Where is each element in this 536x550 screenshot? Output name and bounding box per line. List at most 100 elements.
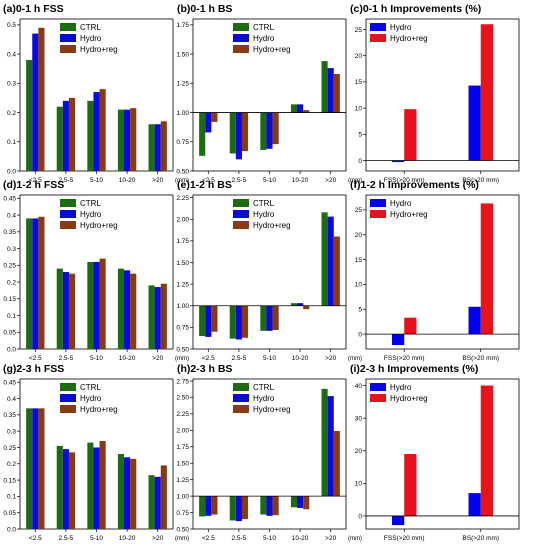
legend-swatch-hydro [233, 34, 249, 42]
y-tick-label: 2.75 [176, 378, 189, 385]
x-tick-label: BS(>20 mm) [462, 535, 499, 542]
panel-title: (f)1-2 h Improvements (%) [350, 179, 479, 191]
y-tick-label: 25 [355, 27, 363, 34]
legend-label: Hydro [390, 23, 412, 32]
bar-hydro-2 [266, 496, 273, 516]
bar-hydro-0 [32, 408, 39, 529]
legend-label: Hydro+reg [80, 405, 118, 414]
y-tick-label: 0.0 [7, 526, 16, 533]
bar-ctrl-3 [290, 303, 298, 306]
bar-hydro-1 [235, 112, 242, 160]
y-tick-label: 2.50 [176, 395, 189, 402]
bar-hydro-plus-reg-2 [99, 440, 106, 529]
y-tick-label: 1.25 [176, 477, 189, 484]
bar-hydro-plus-reg-0 [211, 305, 218, 332]
bar-hydro-3 [124, 457, 131, 529]
bar-hydro-0 [392, 334, 405, 346]
legend-swatch-ctrl [233, 199, 249, 207]
y-tick-label: 0.15 [3, 296, 16, 303]
bar-hydro-plus-reg-0 [38, 408, 45, 529]
legend-label: CTRL [253, 23, 274, 32]
bar-ctrl-0 [26, 408, 33, 529]
x-tick-label: BS(>20 mm) [462, 355, 499, 362]
bar-hydro-1 [62, 100, 69, 171]
x-tick-label: 10-20 [119, 535, 136, 542]
panel-c: (c)0-1 h Improvements (%) 0 5 10 15 20 25 FSS(>… [350, 3, 520, 184]
panel-title: (d)1-2 h FSS [3, 179, 64, 191]
x-tick-label: <2.5 [202, 355, 215, 362]
panel-h: (h)2-3 h BS 0.50 0.75 1.00 1.25 1.50 1.75 2.00 2… [176, 363, 362, 542]
y-tick-label: 5 [358, 132, 362, 139]
bar-ctrl-4 [148, 475, 155, 529]
legend-label: Hydro+reg [80, 45, 118, 54]
panel-title: (b)0-1 h BS [177, 3, 232, 15]
plot-frame [365, 18, 520, 172]
x-tick-label: 10-20 [119, 355, 136, 362]
bar-hydro-0 [392, 515, 405, 526]
bar-hydro-3 [124, 270, 131, 349]
legend-label: CTRL [80, 23, 101, 32]
bar-ctrl-2 [87, 442, 94, 529]
panel-d: (d)1-2 h FSS 0.0 0.05 0.1 0.15 0.2 0.25 0.3 0.35… [3, 179, 189, 362]
bar-hydro-3 [297, 303, 304, 306]
bar-hydro-1 [62, 272, 69, 349]
y-tick-label: 0.15 [3, 477, 16, 484]
x-tick-label: 10-20 [292, 177, 309, 184]
y-tick-label: 0.5 [7, 22, 16, 29]
y-tick-label: 1.00 [176, 303, 189, 310]
x-unit-label: (mm) [348, 356, 362, 362]
legend-swatch-ctrl [233, 383, 249, 391]
y-tick-label: 20 [355, 232, 363, 239]
bar-hydro-4 [154, 287, 161, 349]
bar-hydro-plus-reg-0 [404, 109, 417, 161]
legend-label: CTRL [253, 199, 274, 208]
legend-swatch-hydro-plus-reg [60, 405, 76, 413]
x-tick-label: 5-10 [263, 355, 276, 362]
y-tick-label: 1.25 [176, 81, 189, 88]
bar-ctrl-1 [229, 112, 236, 154]
y-tick-label: 1.25 [176, 281, 189, 288]
bar-hydro-plus-reg-1 [68, 97, 76, 171]
bar-ctrl-4 [148, 285, 155, 349]
y-tick-label: 0.2 [7, 279, 16, 286]
legend-label: Hydro [253, 34, 275, 43]
x-tick-label: 5-10 [90, 177, 103, 184]
bar-hydro-plus-reg-1 [241, 496, 249, 520]
x-tick-label: 10-20 [292, 535, 309, 542]
bar-hydro-plus-reg-4 [333, 236, 340, 306]
x-tick-label: FSS(>20 mm) [384, 355, 425, 362]
x-tick-label: <2.5 [29, 177, 42, 184]
panel-g: (g)2-3 h FSS 0.0 0.05 0.1 0.15 0.2 0.25 0.3 0.35… [3, 363, 189, 542]
bar-ctrl-2 [260, 112, 267, 150]
y-tick-label: 10 [355, 105, 363, 112]
x-tick-label: FSS(>20 mm) [384, 535, 425, 542]
y-tick-label: 40 [355, 383, 363, 390]
y-tick-label: 10 [355, 481, 363, 488]
bar-hydro-4 [154, 124, 161, 171]
panel-title: (g)2-3 h FSS [3, 363, 64, 375]
bar-ctrl-2 [87, 100, 94, 171]
panel-a: (a)0-1 h FSS 0.0 0.1 0.2 0.3 0.4 0.5 <2.5 2.5-5 5… [3, 3, 189, 184]
bar-hydro-plus-reg-4 [333, 73, 340, 113]
legend-swatch-hydro-plus-reg [60, 221, 76, 229]
bar-hydro-3 [297, 496, 304, 508]
bar-ctrl-1 [229, 305, 236, 339]
y-tick-label: 0.45 [3, 380, 16, 387]
bar-hydro-plus-reg-2 [272, 112, 279, 145]
y-tick-label: 2.25 [176, 411, 189, 418]
bar-hydro-plus-reg-0 [38, 27, 45, 172]
legend-label: Hydro+reg [253, 405, 291, 414]
y-tick-label: 0.75 [176, 510, 189, 517]
x-tick-label: 2.5-5 [231, 355, 246, 362]
bar-hydro-4 [327, 396, 334, 497]
y-tick-label: 30 [355, 415, 363, 422]
x-unit-label: (mm) [175, 178, 189, 184]
y-tick-label: 1.50 [176, 51, 189, 58]
legend-label: Hydro+reg [390, 34, 428, 43]
y-tick-label: 1.75 [176, 238, 189, 245]
bar-ctrl-0 [199, 112, 206, 156]
legend-swatch-hydro-plus-reg [233, 221, 249, 229]
bar-hydro-plus-reg-2 [99, 89, 106, 171]
x-tick-label: 2.5-5 [231, 535, 246, 542]
